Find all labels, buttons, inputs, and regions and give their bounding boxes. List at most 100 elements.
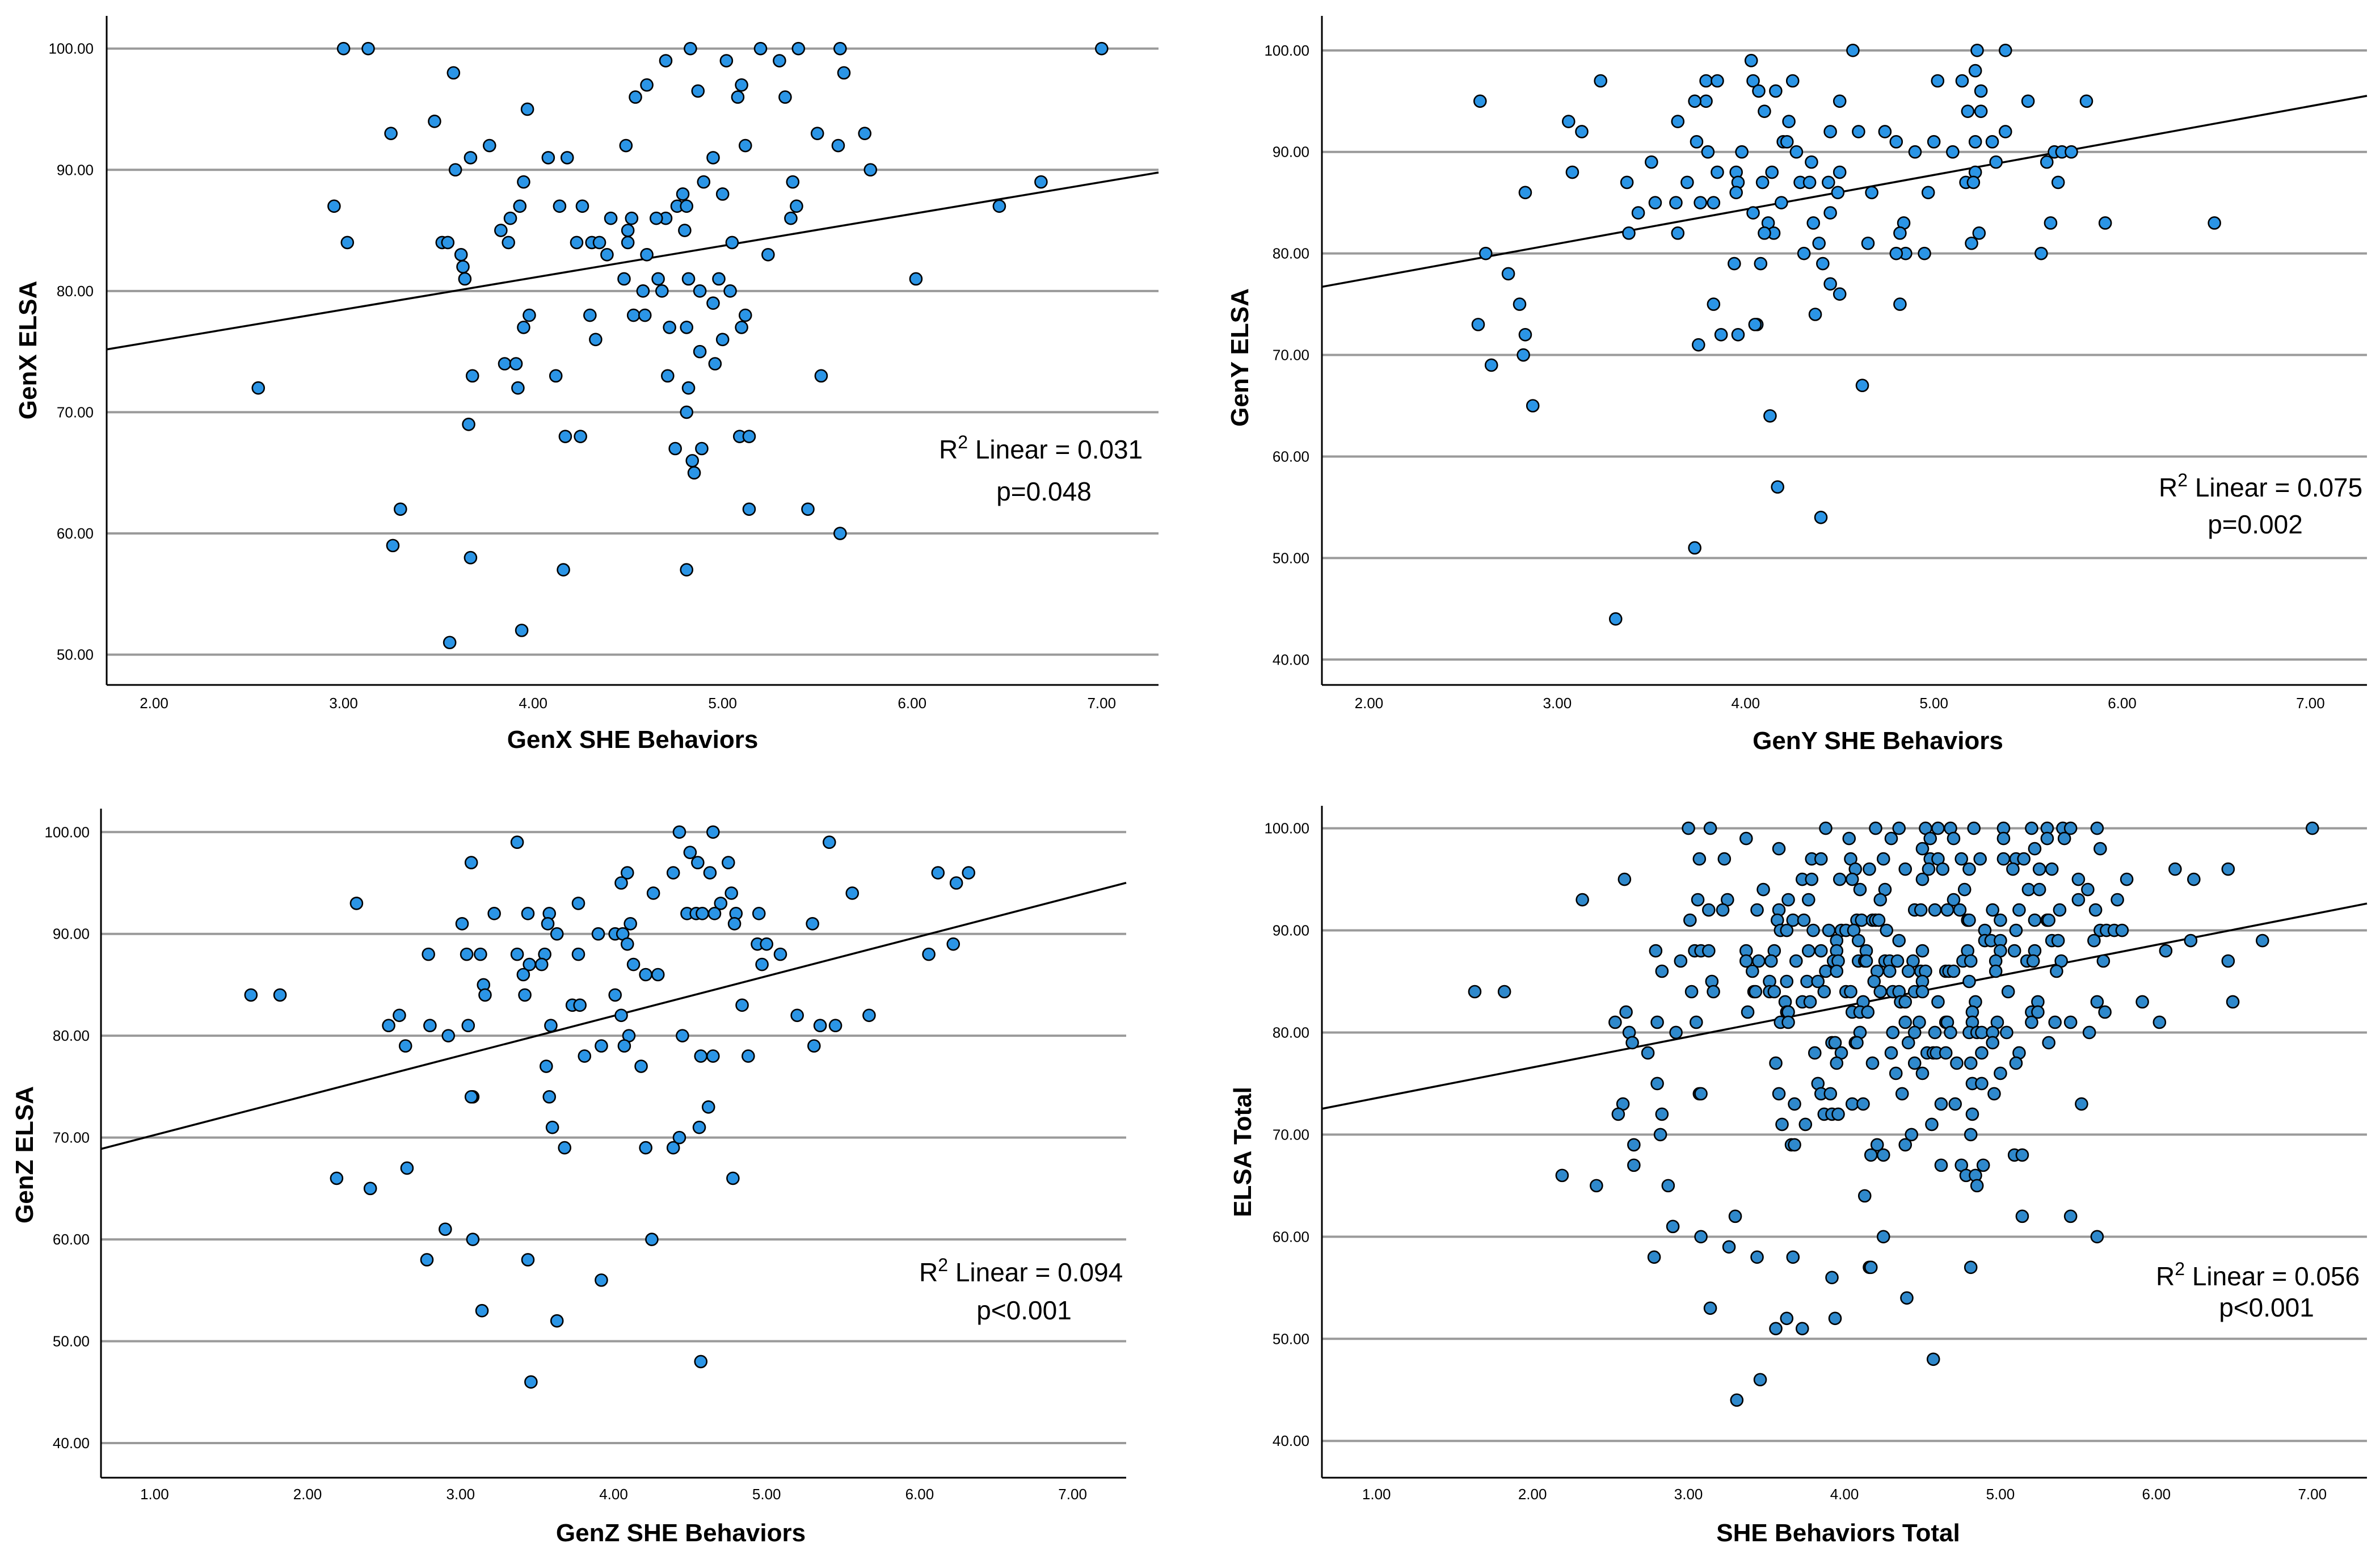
data-point <box>2015 1209 2029 1223</box>
data-point <box>1886 1025 1900 1040</box>
data-point <box>708 357 722 371</box>
data-point <box>693 284 707 298</box>
data-point <box>474 947 487 961</box>
data-point <box>1994 1066 2007 1080</box>
y-tick-label: 80.00 <box>1273 1024 1309 1041</box>
data-point <box>2071 872 2086 886</box>
data-point <box>1699 74 1713 88</box>
r-squared-annotation: R2 Linear = 0.056 <box>2156 1259 2360 1291</box>
data-point <box>714 897 728 910</box>
data-point <box>1882 964 1897 978</box>
data-point <box>676 187 690 201</box>
data-point <box>2031 1005 2045 1019</box>
x-tick-label: 6.00 <box>2108 695 2137 712</box>
data-point <box>600 247 614 262</box>
data-point <box>1867 974 1881 989</box>
data-point <box>696 907 709 920</box>
data-point <box>1650 1015 1664 1029</box>
data-point <box>2009 923 2023 937</box>
data-point <box>1863 862 1876 876</box>
data-points <box>244 825 976 1389</box>
data-point <box>1962 974 1976 989</box>
data-point <box>518 988 532 1002</box>
y-tick-label: 60.00 <box>1273 448 1309 465</box>
data-point <box>638 308 652 322</box>
data-point <box>617 1039 631 1053</box>
data-point <box>1998 44 2012 57</box>
data-point <box>1730 1393 1744 1407</box>
data-point <box>680 321 694 334</box>
data-point <box>1797 246 1811 260</box>
data-point <box>363 1181 377 1196</box>
data-point <box>2026 954 2040 968</box>
data-point <box>1699 94 1713 108</box>
data-point <box>691 856 705 869</box>
data-point <box>1728 256 1741 271</box>
data-point <box>2075 1097 2088 1111</box>
data-point <box>735 78 748 92</box>
data-point <box>1786 1250 1800 1264</box>
data-point <box>1814 852 1828 866</box>
data-point <box>550 927 564 941</box>
data-point <box>1934 1097 1948 1111</box>
data-point <box>2071 893 2086 907</box>
data-point <box>2051 175 2065 190</box>
data-point <box>340 235 355 250</box>
data-point <box>2221 954 2235 968</box>
data-point <box>349 897 364 910</box>
data-point <box>1814 944 1828 958</box>
data-point <box>1750 1250 1764 1264</box>
data-point <box>1931 995 1945 1009</box>
data-point <box>1622 226 1636 240</box>
data-point <box>2079 94 2093 108</box>
data-point <box>1094 41 1109 56</box>
data-point <box>1823 206 1837 220</box>
data-point <box>1994 913 2007 927</box>
data-point <box>1691 893 1705 907</box>
data-point <box>1788 1138 1801 1152</box>
data-point <box>1975 1025 1989 1040</box>
data-point <box>1833 287 1847 301</box>
y-axis-title: GenY ELSA <box>1226 288 1254 427</box>
y-tick-label: 50.00 <box>53 1333 90 1350</box>
x-tick-label: 1.00 <box>140 1486 169 1503</box>
data-point <box>706 1049 720 1063</box>
data-point <box>742 1049 755 1063</box>
fit-line-group <box>100 882 1127 1150</box>
data-point <box>393 1008 406 1023</box>
data-point <box>571 947 585 961</box>
data-point <box>1895 1087 1909 1101</box>
data-point <box>2050 964 2063 978</box>
data-point <box>2087 933 2101 948</box>
gridlines <box>101 831 1126 1444</box>
x-tick-label: 7.00 <box>2298 1486 2327 1503</box>
data-point <box>1620 175 1634 190</box>
data-point <box>482 138 496 153</box>
data-point <box>1830 964 1844 978</box>
data-point <box>1968 135 1982 149</box>
data-point <box>1694 1087 1708 1101</box>
data-point <box>1780 135 1794 149</box>
data-point <box>680 199 694 213</box>
x-tick-label: 3.00 <box>446 1486 475 1503</box>
data-point <box>668 441 682 456</box>
data-point <box>695 441 709 456</box>
data-point <box>639 968 652 982</box>
data-point <box>2187 872 2201 886</box>
data-point <box>1781 893 1795 907</box>
data-point <box>1972 226 1986 240</box>
data-point <box>1526 399 1540 413</box>
data-point <box>1648 196 1662 209</box>
data-point <box>1915 872 1930 886</box>
data-point <box>1513 297 1527 311</box>
data-point <box>1714 327 1728 342</box>
y-tick-label: 90.00 <box>1273 144 1309 161</box>
data-point <box>1926 1352 1940 1366</box>
data-point <box>659 54 673 68</box>
data-point <box>456 260 470 274</box>
data-point <box>1947 831 1961 846</box>
y-tick-label: 80.00 <box>1273 245 1309 262</box>
data-point <box>398 1039 412 1053</box>
data-point <box>454 247 468 262</box>
x-tick-label: 5.00 <box>752 1486 781 1503</box>
